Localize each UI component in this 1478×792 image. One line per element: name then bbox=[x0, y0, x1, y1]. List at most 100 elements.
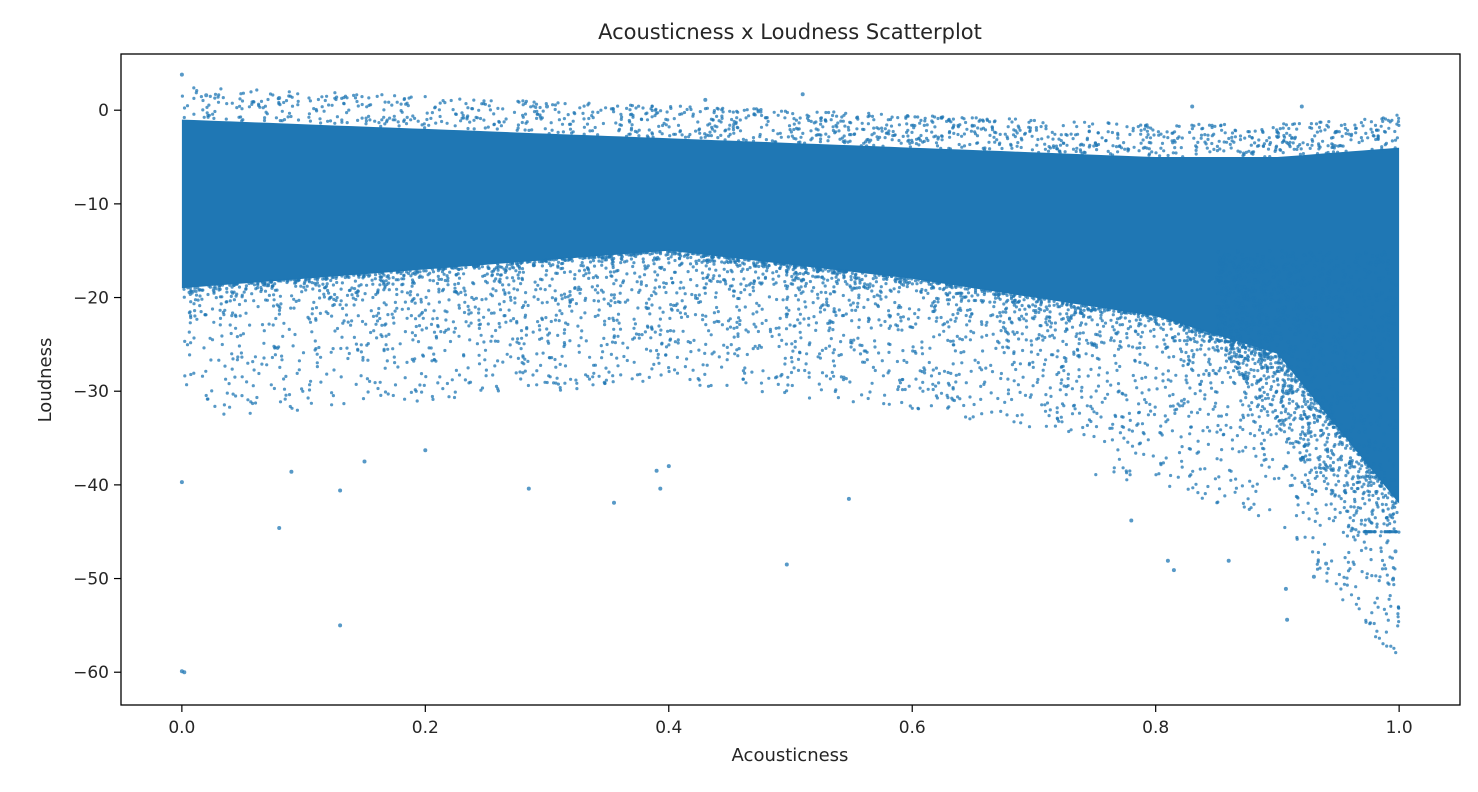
data-point bbox=[667, 125, 671, 129]
data-point bbox=[1074, 334, 1078, 339]
data-point bbox=[796, 127, 800, 131]
data-point bbox=[1267, 428, 1272, 432]
data-point bbox=[289, 278, 293, 282]
data-point bbox=[651, 135, 655, 139]
data-point bbox=[1301, 152, 1305, 156]
data-point bbox=[1388, 522, 1392, 526]
data-point bbox=[620, 255, 624, 259]
data-point bbox=[1323, 128, 1327, 132]
data-point bbox=[1186, 325, 1190, 329]
data-point bbox=[988, 120, 992, 124]
data-point bbox=[657, 257, 661, 261]
data-point bbox=[1378, 534, 1382, 538]
data-point bbox=[889, 289, 893, 293]
data-point bbox=[365, 377, 369, 381]
data-point bbox=[914, 377, 918, 381]
data-point bbox=[235, 358, 239, 362]
data-point bbox=[1048, 310, 1052, 314]
data-point bbox=[1376, 605, 1380, 609]
data-point bbox=[752, 279, 756, 283]
data-point bbox=[831, 328, 835, 332]
data-point bbox=[877, 318, 881, 322]
data-point bbox=[284, 393, 288, 397]
data-point bbox=[751, 347, 755, 351]
data-point bbox=[1114, 361, 1118, 365]
data-point bbox=[1290, 473, 1294, 477]
data-point bbox=[395, 306, 399, 310]
data-point bbox=[1369, 558, 1373, 562]
data-point bbox=[352, 273, 356, 277]
data-point bbox=[620, 115, 624, 119]
data-point bbox=[1088, 315, 1092, 319]
data-point bbox=[335, 296, 339, 300]
data-point bbox=[453, 124, 457, 128]
data-point bbox=[421, 353, 425, 357]
data-point bbox=[690, 292, 694, 297]
data-point bbox=[516, 337, 520, 341]
data-point bbox=[325, 282, 329, 286]
data-point bbox=[1040, 403, 1044, 407]
data-point bbox=[658, 333, 662, 337]
data-point bbox=[984, 366, 988, 370]
data-point bbox=[674, 303, 678, 308]
data-point bbox=[378, 283, 382, 287]
data-point bbox=[790, 134, 794, 138]
data-point bbox=[376, 386, 380, 391]
data-point bbox=[318, 296, 322, 300]
data-point bbox=[1295, 127, 1299, 131]
data-point bbox=[557, 118, 562, 122]
data-point bbox=[727, 127, 731, 131]
data-point bbox=[196, 298, 200, 302]
data-point bbox=[1136, 422, 1140, 426]
data-point bbox=[331, 283, 335, 287]
data-point bbox=[1143, 398, 1147, 402]
data-point bbox=[970, 116, 974, 120]
data-point bbox=[482, 340, 486, 344]
data-point bbox=[1312, 420, 1316, 425]
data-point bbox=[1106, 130, 1110, 134]
data-point bbox=[547, 132, 551, 136]
data-point bbox=[1318, 566, 1322, 570]
data-point bbox=[466, 366, 470, 370]
data-point bbox=[468, 120, 472, 124]
data-point bbox=[968, 338, 973, 342]
data-point bbox=[375, 336, 379, 340]
data-point bbox=[237, 302, 242, 307]
data-point bbox=[1295, 495, 1299, 499]
data-point bbox=[1244, 396, 1248, 400]
data-point bbox=[1219, 458, 1223, 462]
data-point bbox=[800, 266, 804, 270]
data-point bbox=[672, 132, 676, 136]
data-point bbox=[1171, 404, 1175, 408]
data-point bbox=[1260, 463, 1264, 467]
data-point bbox=[516, 123, 521, 127]
data-point bbox=[789, 130, 794, 134]
data-point bbox=[853, 282, 857, 286]
data-point bbox=[951, 339, 955, 343]
data-point bbox=[1229, 478, 1233, 482]
data-point bbox=[736, 258, 740, 262]
data-point bbox=[408, 293, 412, 297]
data-point bbox=[875, 135, 879, 139]
data-point bbox=[1347, 550, 1351, 555]
data-point bbox=[906, 282, 910, 286]
data-point bbox=[1379, 124, 1383, 128]
data-point bbox=[194, 91, 198, 95]
data-point bbox=[314, 306, 319, 310]
dense-point-cloud bbox=[181, 119, 1400, 504]
data-point bbox=[507, 308, 511, 312]
data-point bbox=[1216, 423, 1220, 428]
data-point bbox=[549, 319, 553, 324]
data-point bbox=[1339, 123, 1343, 127]
data-point bbox=[332, 368, 336, 372]
data-point bbox=[1160, 350, 1165, 354]
data-point bbox=[1006, 332, 1010, 336]
data-point bbox=[378, 271, 382, 276]
data-point bbox=[1020, 332, 1024, 336]
data-point bbox=[1371, 134, 1375, 138]
data-point bbox=[1152, 314, 1156, 318]
data-point bbox=[238, 97, 242, 101]
data-point bbox=[829, 268, 833, 272]
data-point bbox=[277, 312, 281, 316]
data-point bbox=[577, 344, 581, 348]
